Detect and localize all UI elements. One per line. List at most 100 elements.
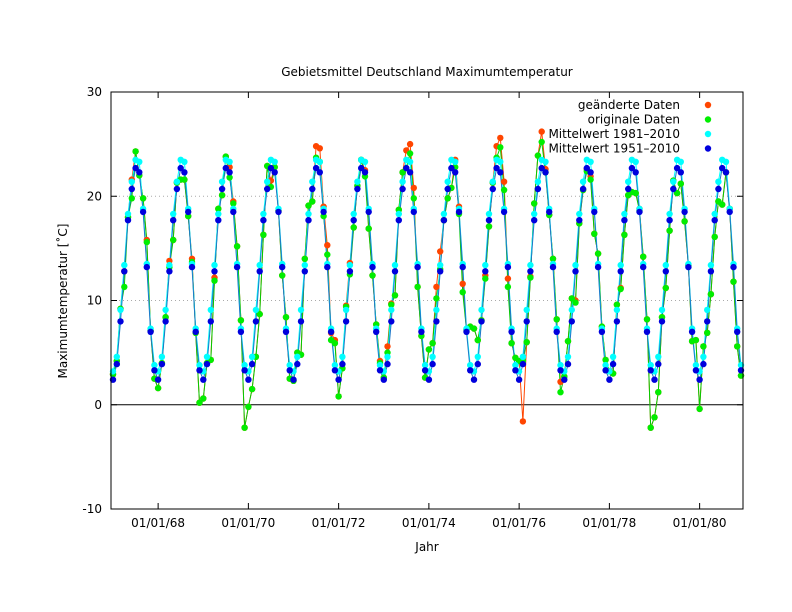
- data-point: [523, 339, 530, 346]
- data-point: [143, 238, 150, 246]
- data-point: [256, 268, 263, 275]
- data-point: [485, 217, 493, 224]
- data-point: [365, 208, 372, 216]
- data-point: [609, 360, 617, 368]
- data-point: [170, 217, 177, 224]
- data-point: [388, 301, 395, 308]
- data-point: [696, 405, 703, 413]
- data-point: [354, 185, 361, 193]
- x-tick-label: 01/01/68: [131, 516, 185, 530]
- data-point: [470, 376, 478, 383]
- data-point: [294, 353, 301, 360]
- data-point: [226, 174, 233, 181]
- data-point: [437, 268, 444, 275]
- data-point: [700, 353, 707, 360]
- data-point: [158, 353, 166, 360]
- data-point: [722, 158, 730, 165]
- data-point: [369, 263, 376, 271]
- data-point: [391, 261, 399, 269]
- data-point: [455, 208, 463, 216]
- data-point: [726, 208, 733, 216]
- data-point: [647, 367, 654, 374]
- data-point: [365, 225, 372, 232]
- data-point: [286, 361, 293, 369]
- data-point: [704, 329, 711, 336]
- data-point: [233, 263, 241, 271]
- axis-ticks: -10 0 10 20 30 01/01/68 01/01/70 01/01/72 01/01/…: [82, 85, 743, 530]
- data-point: [327, 328, 335, 335]
- data-point: [594, 263, 602, 271]
- data-point: [139, 195, 147, 202]
- data-point: [414, 283, 421, 291]
- legend-marker: [704, 116, 712, 123]
- data-point: [346, 261, 354, 269]
- data-point: [399, 178, 406, 185]
- data-point: [350, 224, 357, 231]
- data-point: [309, 185, 316, 193]
- data-point: [557, 389, 564, 396]
- data-point: [632, 189, 639, 197]
- data-point: [230, 208, 237, 216]
- data-point: [342, 306, 350, 314]
- data-point: [489, 185, 496, 193]
- data-point: [557, 361, 564, 369]
- data-point: [519, 360, 527, 368]
- data-point: [467, 361, 474, 369]
- data-point: [275, 208, 282, 216]
- data-point: [707, 261, 715, 269]
- data-point: [233, 243, 241, 250]
- data-point: [440, 210, 448, 218]
- data-point: [192, 328, 199, 335]
- data-point: [117, 306, 124, 314]
- data-point: [572, 299, 579, 306]
- data-point: [500, 208, 508, 216]
- data-point: [572, 268, 579, 275]
- data-point: [467, 367, 474, 374]
- y-tick-label: 30: [87, 85, 102, 99]
- data-point: [166, 261, 173, 269]
- data-point: [264, 178, 271, 185]
- data-point: [279, 263, 286, 271]
- data-point: [166, 268, 173, 275]
- data-point: [267, 164, 275, 172]
- data-point: [279, 272, 286, 279]
- data-point: [497, 158, 504, 165]
- data-point: [512, 361, 519, 369]
- data-point: [406, 150, 414, 157]
- data-point: [485, 223, 493, 230]
- data-point: [380, 376, 387, 383]
- legend-marker: [704, 130, 712, 138]
- data-point: [241, 424, 248, 431]
- data-point: [542, 158, 549, 165]
- data-point: [309, 198, 316, 205]
- data-point: [173, 178, 181, 185]
- data-point: [312, 164, 320, 172]
- data-point: [670, 185, 677, 193]
- data-point: [211, 268, 218, 275]
- data-point: [410, 195, 417, 202]
- legend-marker: [704, 145, 712, 152]
- data-point: [181, 158, 188, 165]
- data-point: [448, 164, 455, 172]
- legend-label: originale Daten: [588, 113, 680, 127]
- data-point: [662, 284, 669, 292]
- data-point: [429, 360, 436, 368]
- data-point: [478, 318, 485, 325]
- data-point: [579, 185, 587, 193]
- x-tick-label: 01/01/70: [221, 516, 275, 530]
- data-point: [162, 318, 169, 325]
- data-point: [527, 268, 534, 275]
- data-point: [658, 306, 666, 314]
- data-point: [711, 210, 718, 218]
- data-point: [354, 178, 361, 185]
- data-point: [534, 152, 542, 159]
- legend-label: geänderte Daten: [578, 98, 680, 112]
- data-point: [523, 306, 530, 314]
- series-line: [112, 131, 742, 428]
- data-point: [433, 318, 440, 325]
- data-point: [568, 318, 575, 325]
- data-point: [173, 185, 181, 193]
- data-point: [124, 217, 132, 224]
- data-point: [331, 367, 339, 374]
